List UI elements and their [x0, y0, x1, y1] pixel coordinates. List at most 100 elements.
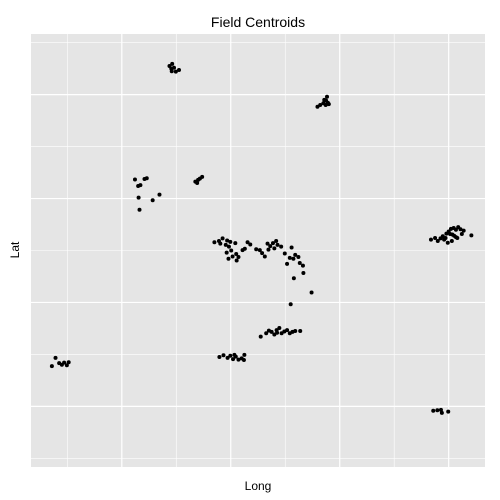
data-point [326, 102, 331, 107]
data-point [195, 180, 200, 185]
data-point [285, 328, 290, 333]
data-point [264, 331, 269, 336]
data-point [309, 290, 314, 295]
data-point [265, 241, 270, 246]
x-axis-label: Long [244, 479, 272, 493]
data-point [62, 360, 67, 365]
data-point [212, 240, 217, 245]
data-point [453, 227, 458, 232]
data-points [49, 61, 474, 415]
data-point [260, 251, 265, 256]
data-point [169, 66, 174, 71]
data-point [200, 174, 205, 179]
data-point [275, 330, 280, 335]
data-point [242, 246, 247, 251]
data-point [232, 352, 237, 357]
data-point [234, 258, 239, 263]
data-point [446, 409, 451, 414]
data-point [291, 256, 296, 261]
data-point [268, 244, 273, 249]
data-point [225, 355, 230, 360]
data-point [445, 240, 450, 245]
data-point [433, 235, 438, 240]
data-point [458, 227, 463, 232]
data-point [262, 254, 267, 259]
data-point [53, 355, 58, 360]
data-point [226, 256, 231, 261]
data-point [293, 252, 298, 257]
data-point [221, 353, 226, 358]
data-point [301, 271, 306, 276]
data-point [300, 263, 305, 268]
data-point [439, 410, 444, 415]
data-point [258, 334, 263, 339]
data-point [289, 245, 294, 250]
data-point [236, 254, 241, 259]
data-point [230, 254, 235, 259]
data-point [453, 235, 458, 240]
data-point [435, 238, 440, 243]
data-point [136, 183, 141, 188]
data-point [248, 242, 253, 247]
data-point [234, 251, 239, 256]
data-point [233, 241, 238, 246]
data-point [272, 246, 277, 251]
data-point [275, 242, 280, 247]
data-point [293, 329, 298, 334]
data-point [279, 244, 284, 249]
data-point [296, 254, 301, 259]
data-point [132, 177, 137, 182]
data-point [291, 276, 296, 281]
data-point [226, 244, 231, 249]
data-point [287, 255, 292, 260]
data-point [257, 248, 262, 253]
data-point [218, 241, 223, 246]
data-point [224, 250, 229, 255]
data-point [270, 241, 275, 246]
data-point [242, 352, 247, 357]
data-point [438, 407, 443, 412]
data-point [241, 358, 246, 363]
data-point [322, 97, 327, 102]
data-point [136, 195, 141, 200]
y-axis-label: Lat [8, 241, 22, 259]
data-point [173, 69, 178, 74]
data-point [236, 357, 241, 362]
data-point [297, 261, 302, 266]
data-point [428, 237, 433, 242]
data-point [150, 198, 155, 203]
data-point [245, 240, 250, 245]
data-point [469, 233, 474, 238]
data-point [217, 355, 222, 360]
data-point [459, 232, 464, 237]
chart-title: Field Centroids [210, 14, 306, 30]
data-point [318, 103, 323, 108]
data-point [274, 238, 279, 243]
data-point [49, 364, 54, 369]
data-point [144, 176, 149, 181]
data-point [449, 238, 454, 243]
data-point [228, 239, 233, 244]
data-point [443, 235, 448, 240]
data-point [266, 247, 271, 252]
data-point [223, 242, 228, 247]
data-point [461, 228, 466, 233]
data-point [225, 238, 230, 243]
data-point [228, 353, 233, 358]
data-point [285, 261, 290, 266]
data-point [277, 326, 282, 331]
data-point [229, 248, 234, 253]
data-point [220, 236, 225, 241]
data-point [64, 363, 69, 368]
data-point [137, 207, 142, 212]
data-point [450, 232, 455, 237]
data-point [282, 251, 287, 256]
data-point [298, 329, 303, 334]
data-point [254, 247, 259, 252]
data-point [66, 360, 71, 365]
data-point [177, 67, 182, 72]
data-point [170, 61, 175, 66]
data-point [157, 192, 162, 197]
data-point [435, 408, 440, 413]
